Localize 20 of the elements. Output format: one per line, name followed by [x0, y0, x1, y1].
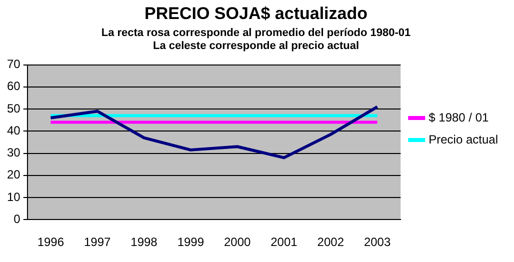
- chart-subtitle: La recta rosa corresponde al promedio del período 1980-01 La celeste corresponde al precio actual: [101, 27, 411, 52]
- x-tick-label: 1997: [84, 235, 112, 250]
- y-tick-label: 30: [6, 146, 21, 160]
- x-tick-label: 1996: [37, 235, 64, 250]
- y-tick-label: 10: [6, 190, 21, 204]
- x-tick-label: 2002: [317, 235, 344, 250]
- legend-label: Precio actual: [428, 132, 498, 146]
- x-tick-label: 2000: [224, 235, 251, 250]
- legend-label: $ 1980 / 01: [428, 110, 490, 124]
- x-tick-label: 2003: [364, 235, 391, 250]
- y-tick-label: 70: [6, 57, 21, 72]
- chart-title: PRECIO SOJA$ actualizado: [144, 4, 368, 23]
- x-tick-label: 1998: [130, 235, 158, 250]
- x-tick-label: 1999: [177, 235, 204, 250]
- x-tick-label: 2001: [270, 235, 298, 250]
- y-tick-label: 40: [6, 123, 21, 138]
- y-tick-label: 60: [6, 79, 21, 94]
- y-tick-label: 0: [14, 212, 21, 226]
- y-tick-label: 20: [6, 168, 21, 182]
- y-tick-label: 50: [6, 101, 21, 116]
